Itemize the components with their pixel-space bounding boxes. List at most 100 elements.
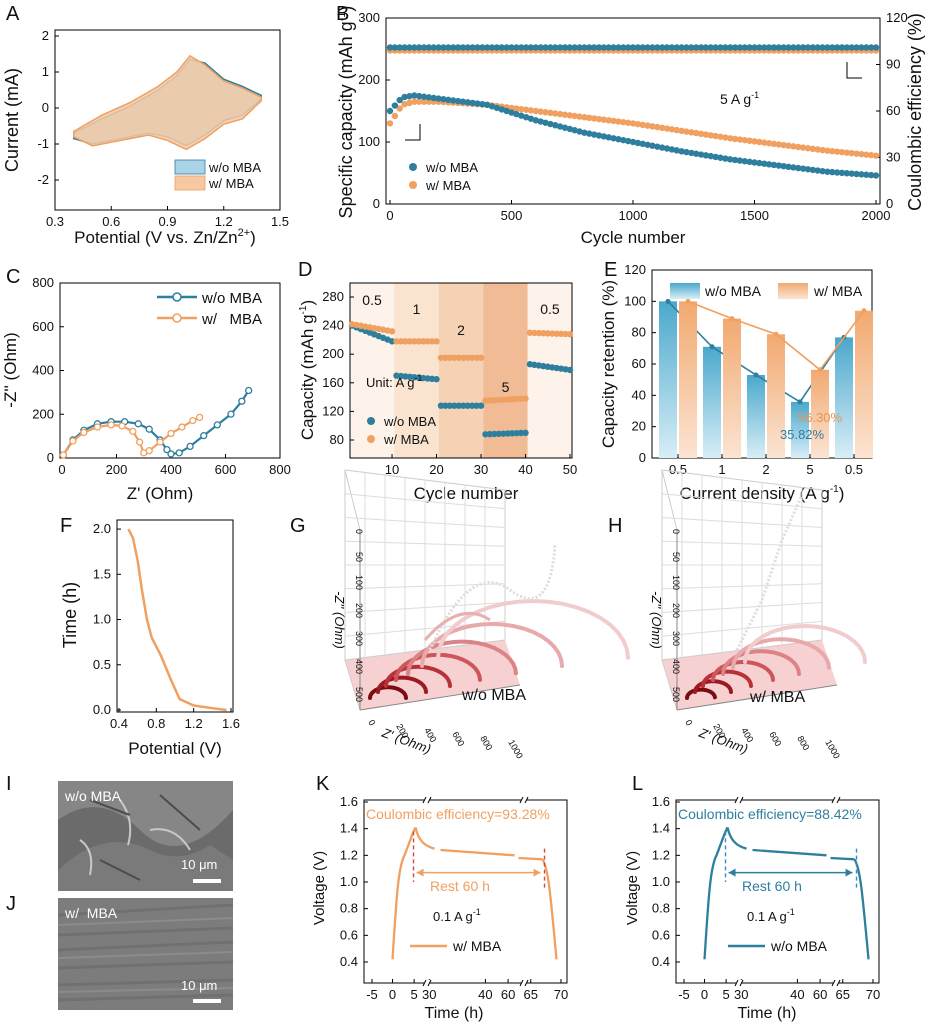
ce-point-wo bbox=[668, 44, 676, 51]
g-ztick-6: 0 bbox=[354, 529, 364, 534]
l-discharge-curve bbox=[853, 858, 870, 960]
capacity-point-wo bbox=[386, 107, 394, 115]
capacity-point-w bbox=[833, 148, 841, 155]
ce-point-wo bbox=[479, 44, 486, 51]
rate-point-0 bbox=[460, 402, 467, 409]
ce-point-wo bbox=[629, 44, 637, 51]
scale-label-i: 10 μm bbox=[181, 857, 217, 872]
sem-streaks-j bbox=[57, 903, 234, 1002]
a-ytick-label-2: 0 bbox=[42, 100, 49, 115]
capacity-point-wo bbox=[561, 124, 569, 131]
g-xtick-5: 1000 bbox=[506, 738, 525, 760]
a-ytick-label-3: -1 bbox=[37, 136, 49, 151]
xlabel-b: Cycle number bbox=[581, 228, 686, 247]
ce-point-wo bbox=[848, 44, 855, 51]
rate-point-1 bbox=[415, 338, 422, 345]
ce-point-wo bbox=[872, 44, 880, 51]
a-xtick-label-3: 1.2 bbox=[215, 214, 233, 229]
ce-point-wo bbox=[513, 44, 520, 51]
k-ytick-label-3: 1.0 bbox=[340, 874, 358, 889]
g-spectrum-loop-2 bbox=[384, 664, 452, 688]
ce-point-wo bbox=[658, 44, 666, 51]
g-ztick-3: 200 bbox=[354, 603, 364, 618]
ce-point-wo bbox=[508, 44, 515, 51]
f-ytick-label-4: 0.0 bbox=[93, 702, 111, 717]
nyquist-point bbox=[167, 450, 175, 458]
capacity-point-w bbox=[634, 120, 642, 128]
capacity-point-wo bbox=[741, 158, 748, 165]
f-xtick-label-3: 1.6 bbox=[222, 716, 240, 731]
capacity-point-w bbox=[819, 146, 826, 154]
capacity-point-wo bbox=[867, 171, 875, 179]
capacity-point-wo bbox=[590, 131, 598, 138]
capacity-point-w bbox=[858, 150, 865, 158]
sem-label-j: w/ MBA bbox=[64, 905, 118, 921]
k-break-mask-0 bbox=[424, 980, 430, 986]
capacity-point-w bbox=[765, 140, 773, 147]
capacity-point-wo bbox=[581, 129, 588, 136]
ce-point-wo bbox=[692, 44, 700, 51]
capacity-point-w bbox=[552, 110, 559, 117]
capacity-point-w bbox=[722, 134, 729, 141]
ce-point-wo bbox=[717, 44, 724, 51]
capacity-point-w bbox=[658, 124, 666, 132]
ce-point-wo bbox=[503, 44, 510, 51]
l-xtick-label-6: 65 bbox=[836, 987, 850, 1002]
capacity-point-wo bbox=[799, 165, 807, 172]
ce-point-wo bbox=[654, 44, 661, 51]
legend-swatch-e-1 bbox=[670, 283, 700, 299]
rate-point-0 bbox=[388, 338, 396, 345]
voltage-line-l bbox=[703, 826, 870, 960]
bar-1-1 bbox=[723, 318, 741, 458]
retention-bars bbox=[659, 298, 873, 458]
l-break-3 bbox=[831, 796, 841, 804]
l-rest-line-2 bbox=[830, 856, 855, 861]
ce-point-wo bbox=[464, 44, 471, 51]
d-ytick-label-0: 280 bbox=[322, 289, 344, 304]
k-ytick-label-5: 0.6 bbox=[340, 927, 358, 942]
capacity-point-w bbox=[775, 141, 782, 148]
ce-point-wo bbox=[469, 44, 476, 51]
ce-point-wo bbox=[425, 44, 433, 51]
capacity-point-w bbox=[761, 139, 768, 146]
ce-point-wo bbox=[532, 44, 539, 51]
ce-point-wo bbox=[770, 44, 778, 51]
f-xtick-label-2: 1.2 bbox=[185, 716, 203, 731]
nyquist-point bbox=[189, 416, 197, 425]
ce-point-wo bbox=[474, 44, 481, 51]
ce-point-wo bbox=[746, 44, 753, 51]
capacity-point-wo bbox=[435, 95, 442, 102]
l-rest-line bbox=[752, 848, 827, 857]
value-label-orange: 56.30% bbox=[798, 410, 843, 425]
nyquist-point bbox=[129, 427, 137, 436]
c-ytick-label-1: 600 bbox=[32, 319, 54, 334]
capacity-point-wo bbox=[527, 115, 535, 122]
panel-letter-k: K bbox=[316, 773, 330, 795]
k-break-mask-3 bbox=[521, 797, 527, 803]
nyquist-point bbox=[136, 438, 144, 446]
b2-ytick-label-3: 30 bbox=[886, 150, 900, 165]
xlabel-l: Time (h) bbox=[738, 1005, 797, 1022]
panel-i: I w/o MBA 10 μm bbox=[6, 773, 233, 891]
nyquist-point bbox=[93, 423, 102, 431]
ce-point-wo bbox=[785, 44, 792, 51]
capacity-point-wo bbox=[863, 171, 870, 178]
capacity-point-wo bbox=[668, 146, 676, 153]
ylabel-c: -Z'' (Ohm) bbox=[1, 332, 20, 407]
k-xtick-label-3: 30 bbox=[422, 987, 436, 1002]
g-ztick-0: 500 bbox=[354, 687, 364, 702]
capacity-point-wo bbox=[629, 138, 637, 146]
capacity-point-w bbox=[639, 121, 646, 129]
c-xtick-label-4: 800 bbox=[269, 462, 291, 477]
ylabel-d: Capacity (mAh g-1) bbox=[298, 300, 317, 440]
f-ytick-label-1: 1.5 bbox=[93, 566, 111, 581]
capacity-point-w bbox=[727, 135, 734, 142]
l-arrow-head-right bbox=[845, 868, 853, 877]
capacity-point-w bbox=[537, 108, 544, 115]
l-break-1 bbox=[734, 796, 744, 804]
b-xtick-label-3: 1500 bbox=[740, 208, 769, 223]
rate-point-1 bbox=[419, 338, 427, 345]
ce-point-wo bbox=[761, 44, 768, 51]
g-spectrum-loop-1 bbox=[376, 675, 428, 694]
